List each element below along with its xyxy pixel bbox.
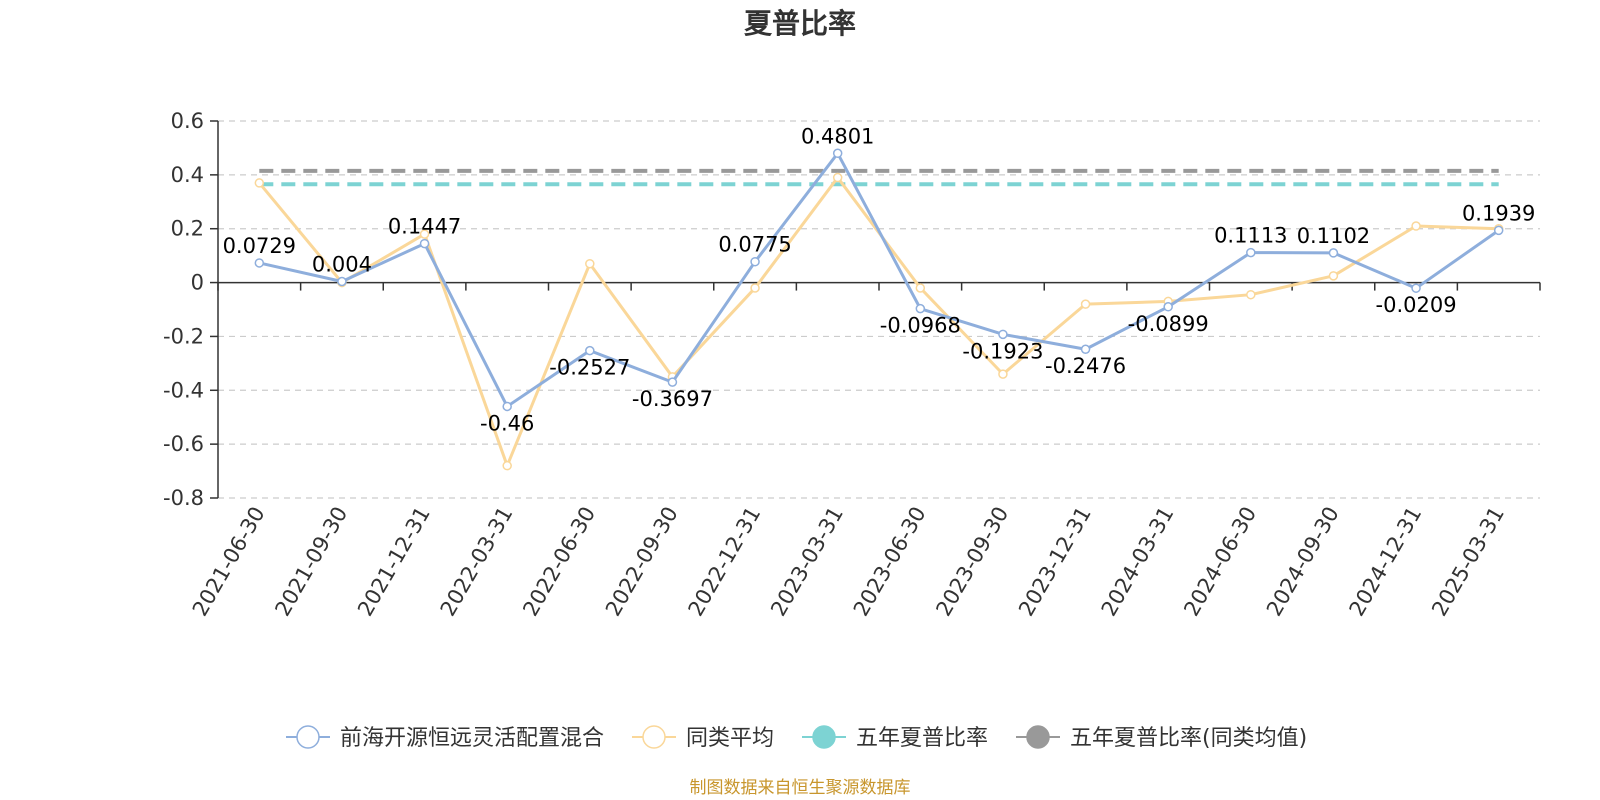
x-tick-label: 2021-12-31 — [353, 503, 435, 621]
data-label: -0.1923 — [962, 339, 1043, 363]
legend-circle-icon — [1026, 725, 1050, 749]
series-point-0[interactable] — [750, 256, 760, 267]
data-label: 0.0775 — [718, 233, 791, 257]
series-point-1[interactable] — [502, 460, 512, 471]
series-point-0[interactable] — [1163, 302, 1173, 312]
legend-item-1[interactable]: 同类平均 — [632, 725, 774, 751]
series-point-1[interactable] — [1246, 289, 1256, 300]
x-tick-label: 2023-06-30 — [849, 503, 931, 621]
series-point-1[interactable] — [254, 178, 265, 188]
data-labels-layer: 0.0729 0.004 0.1447 -0.46 -0.2527-0.3697 0.07… — [223, 124, 1536, 435]
x-tick-label: 2024-12-31 — [1345, 503, 1427, 621]
series-point-0[interactable] — [1493, 225, 1504, 236]
series-point-1[interactable] — [998, 369, 1008, 379]
data-label: -0.0968 — [880, 314, 961, 338]
data-label: -0.0899 — [1128, 312, 1209, 336]
legend[interactable]: 前海开源恒远灵活配置混合 同类平均 五年夏普比率 五年夏普比率(同类均值) — [286, 725, 1307, 751]
series-point-0[interactable] — [1080, 344, 1091, 354]
y-tick-label: 0.6 — [171, 109, 204, 133]
legend-circle-icon — [296, 725, 320, 749]
data-label: -0.0209 — [1376, 293, 1457, 317]
y-tick-label: 0.2 — [171, 217, 204, 241]
series-point-1[interactable] — [1411, 221, 1421, 231]
data-label: -0.2476 — [1045, 354, 1126, 378]
y-tick-label: 0 — [191, 271, 204, 295]
x-tick-label: 2022-03-31 — [436, 503, 518, 621]
x-tick-label: 2022-12-31 — [684, 503, 766, 621]
legend-label: 五年夏普比率 — [856, 726, 988, 751]
legend-circle-icon — [642, 725, 666, 749]
series-point-0[interactable] — [337, 276, 347, 287]
series-line-0 — [258, 151, 1500, 408]
data-label: 0.1102 — [1297, 224, 1370, 248]
y-tick-label: -0.6 — [163, 432, 204, 456]
data-label: 0.1113 — [1214, 224, 1287, 248]
y-tick-label: -0.4 — [163, 378, 204, 402]
data-label: 0.004 — [312, 252, 372, 276]
x-tick-label: 2022-09-30 — [601, 503, 683, 621]
series-point-1[interactable] — [750, 283, 760, 293]
series-point-0[interactable] — [667, 377, 678, 387]
x-tick-label: 2024-09-30 — [1262, 503, 1344, 621]
series-point-1[interactable] — [915, 283, 926, 293]
series-point-0[interactable] — [1246, 247, 1256, 258]
y-tick-label: 0.4 — [171, 163, 204, 187]
data-label: -0.46 — [480, 411, 534, 435]
data-label: -0.2527 — [549, 356, 630, 380]
series-point-0[interactable] — [1328, 248, 1339, 258]
x-tick-label: 2024-06-30 — [1179, 503, 1261, 621]
x-tick-label: 2021-09-30 — [270, 503, 352, 621]
series-point-0[interactable] — [915, 303, 926, 314]
x-tick-label: 2023-12-31 — [1014, 503, 1096, 621]
series-point-0[interactable] — [502, 401, 512, 412]
series-point-0[interactable] — [832, 148, 843, 159]
series-point-1[interactable] — [1328, 271, 1339, 281]
data-label: 0.0729 — [223, 234, 296, 258]
grid-layer — [218, 120, 1540, 499]
legend-label: 五年夏普比率(同类均值) — [1070, 726, 1307, 751]
source-note: 制图数据来自恒生聚源数据库 — [690, 778, 911, 798]
series-point-0[interactable] — [419, 238, 430, 249]
data-label: -0.3697 — [632, 387, 713, 411]
series-point-1[interactable] — [585, 258, 595, 269]
series-layer — [254, 148, 1504, 471]
legend-item-0[interactable]: 前海开源恒远灵活配置混合 — [286, 725, 604, 751]
series-point-1[interactable] — [1080, 299, 1091, 309]
series-point-1[interactable] — [419, 229, 430, 239]
data-label: 0.1939 — [1462, 201, 1535, 225]
legend-item-2[interactable]: 五年夏普比率 — [802, 725, 988, 751]
x-tick-label: 2023-09-30 — [931, 503, 1013, 621]
y-tick-label: -0.8 — [163, 486, 204, 510]
y-tick-label: -0.2 — [163, 324, 204, 348]
x-tick-label: 2024-03-31 — [1097, 503, 1179, 621]
series-point-1[interactable] — [832, 172, 843, 183]
x-tick-label: 2023-03-31 — [766, 503, 848, 621]
series-point-0[interactable] — [254, 258, 265, 268]
series-point-0[interactable] — [1411, 283, 1421, 293]
data-label: 0.4801 — [801, 124, 874, 148]
series-point-0[interactable] — [998, 329, 1008, 340]
legend-item-3[interactable]: 五年夏普比率(同类均值) — [1016, 725, 1307, 751]
data-label: 0.1447 — [388, 215, 461, 239]
chart-title: 夏普比率 — [744, 7, 856, 40]
reference-lines-layer — [259, 168, 1499, 187]
series-point-0[interactable] — [585, 345, 595, 356]
x-tick-label: 2022-06-30 — [518, 503, 600, 621]
legend-circle-icon — [812, 725, 836, 749]
x-tick-label: 2025-03-31 — [1427, 503, 1509, 621]
x-tick-label: 2021-06-30 — [188, 503, 270, 621]
legend-label: 同类平均 — [686, 726, 774, 751]
legend-label: 前海开源恒远灵活配置混合 — [340, 726, 604, 751]
